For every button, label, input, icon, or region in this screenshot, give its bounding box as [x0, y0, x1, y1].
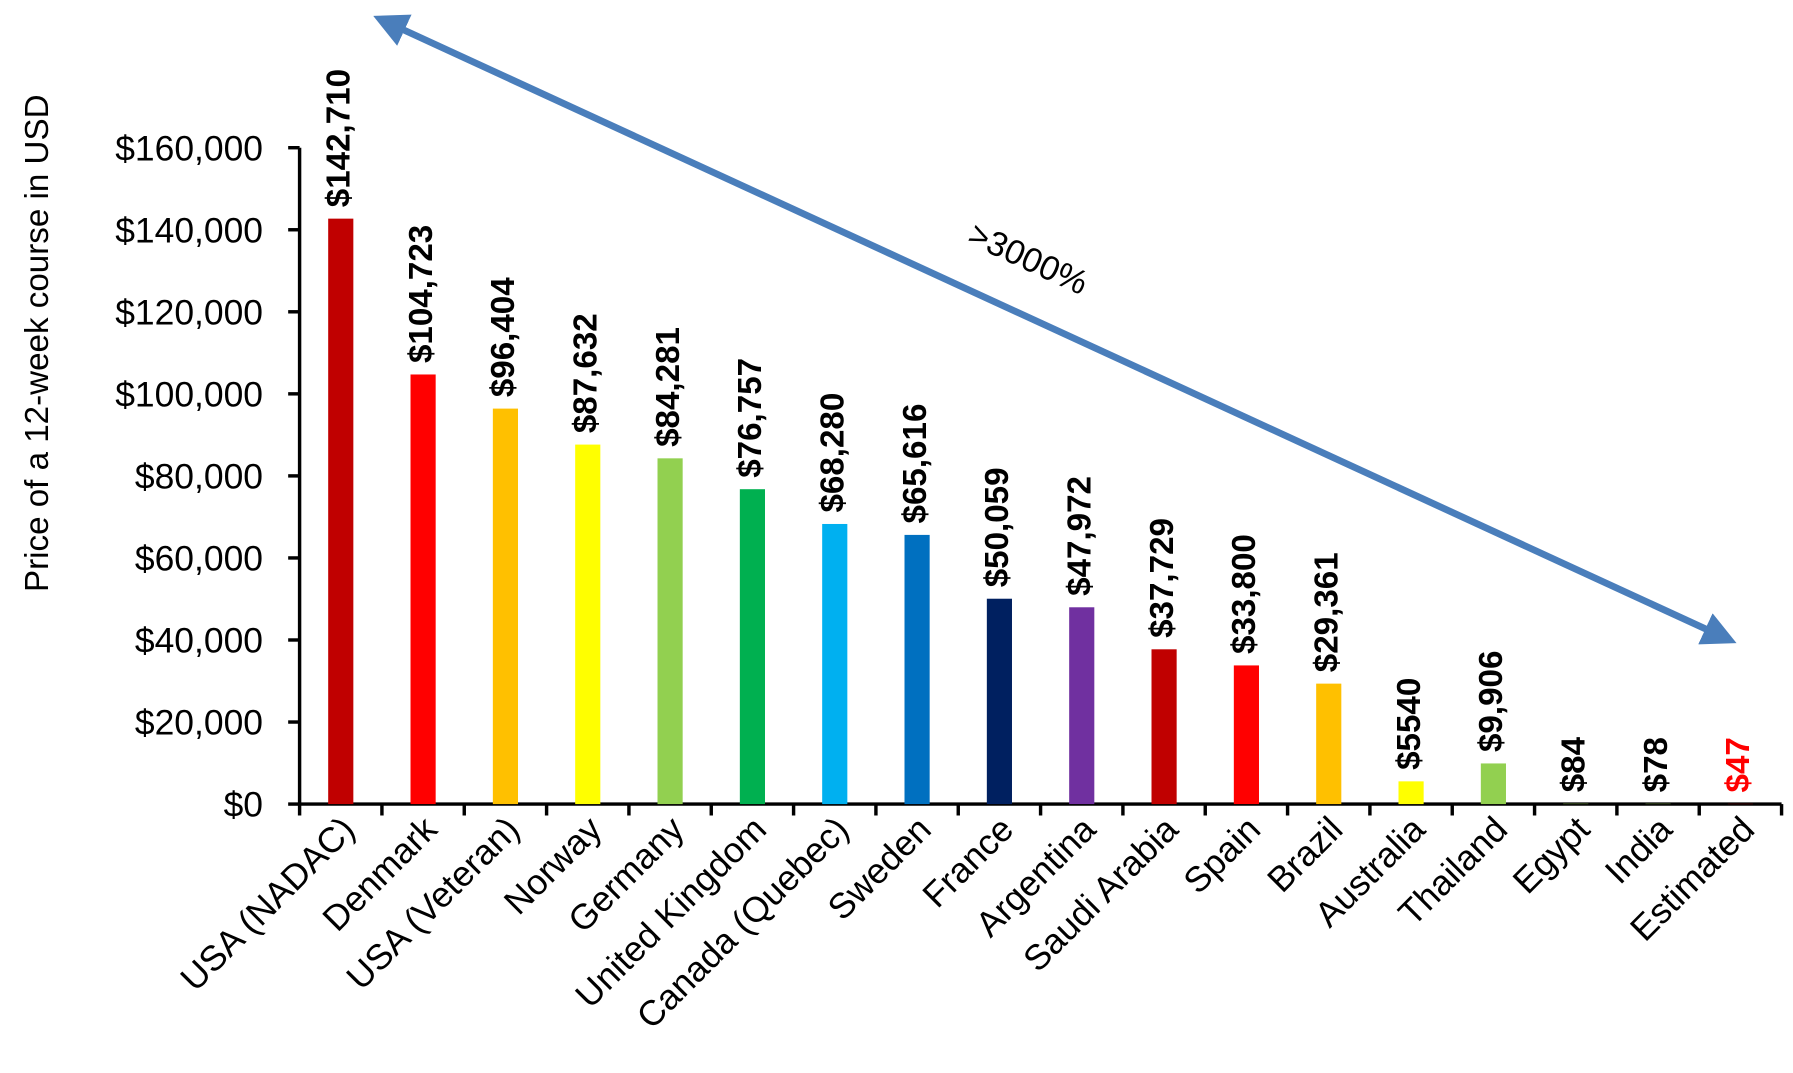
y-tick-label: $140,000 [115, 210, 263, 250]
value-label: $29,361 [1309, 552, 1346, 672]
y-tick-label: $60,000 [135, 539, 263, 579]
value-label: $33,800 [1226, 534, 1263, 654]
y-tick-label: $120,000 [115, 292, 263, 332]
bar [492, 408, 519, 805]
bar [1151, 649, 1177, 805]
value-label: $76,757 [732, 358, 769, 478]
bar [1069, 607, 1095, 805]
bar [1480, 763, 1506, 805]
value-label: $50,059 [979, 467, 1016, 587]
y-tick-label: $80,000 [135, 456, 263, 496]
value-label: $142,710 [321, 69, 358, 207]
value-label: $96,404 [485, 277, 522, 397]
value-label: $9,906 [1473, 651, 1510, 752]
value-label: $47 [1720, 737, 1757, 792]
bar [410, 374, 436, 805]
y-tick-label: $0 [224, 785, 263, 825]
bar [575, 444, 601, 805]
value-label: $78 [1638, 737, 1675, 792]
bar [657, 458, 683, 805]
bar [986, 598, 1012, 805]
bar [739, 489, 765, 805]
value-label: $47,972 [1062, 476, 1099, 596]
bar [904, 534, 930, 805]
x-tick-label: Egypt [1505, 809, 1597, 901]
annotation-arrow [373, 14, 1737, 645]
annotation: >3000% [962, 215, 1093, 303]
x-tick-label: Spain [1176, 809, 1268, 901]
y-axis-label: Price of a 12-week course in USD [19, 94, 56, 592]
value-label: $68,280 [815, 393, 852, 513]
value-label: $37,729 [1144, 518, 1181, 638]
bar [1398, 781, 1424, 805]
bar [1233, 665, 1259, 805]
y-tick-label: $160,000 [115, 128, 263, 168]
y-tick-label: $40,000 [135, 621, 263, 661]
value-label: $84 [1556, 736, 1593, 792]
bar [822, 523, 848, 805]
value-label: $65,616 [897, 404, 934, 524]
value-label: $104,723 [403, 225, 440, 363]
bar [328, 218, 354, 805]
value-label: $5540 [1391, 678, 1428, 770]
y-tick-label: $100,000 [115, 374, 263, 414]
value-label: $84,281 [650, 327, 687, 447]
y-tick-label: $20,000 [135, 703, 263, 743]
bar [1316, 683, 1342, 805]
value-label: $87,632 [568, 313, 605, 433]
